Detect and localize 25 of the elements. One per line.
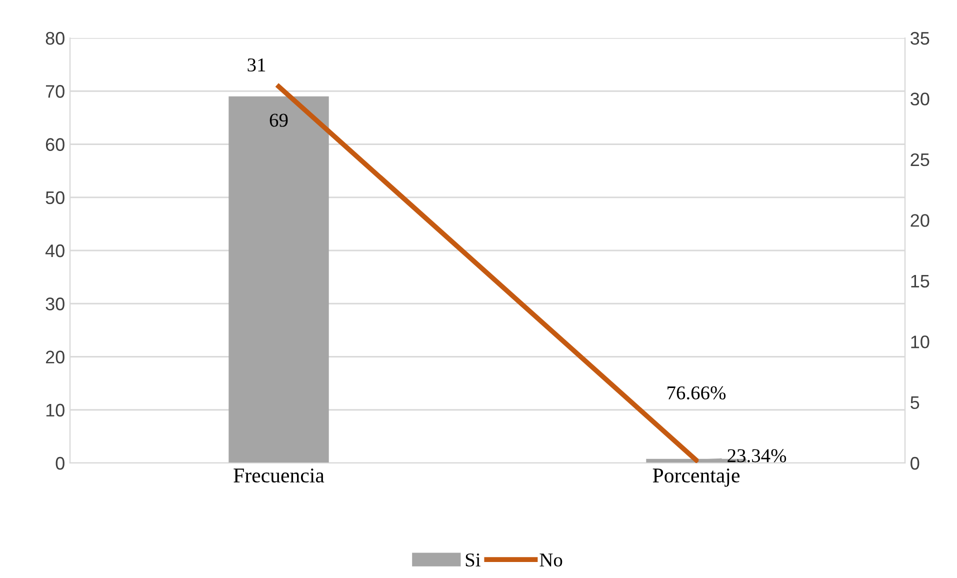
y-tick-label: 10	[46, 404, 64, 417]
x-tick-label: Porcentaje	[652, 468, 740, 487]
y-tick-label: 0	[56, 456, 64, 470]
y-tick-label: 50	[46, 191, 64, 204]
legend-label: No	[540, 554, 562, 567]
y2-tick-label: 20	[910, 214, 930, 227]
data-label: 31	[248, 58, 266, 72]
y-tick-label: 60	[46, 138, 64, 151]
y2-tick-label: 30	[910, 92, 930, 106]
y-tick-label: 80	[46, 32, 64, 45]
y-tick-label: 40	[45, 244, 64, 258]
y2-tick-label: 35	[910, 32, 930, 45]
y2-tick-label: 25	[910, 153, 930, 166]
legend-label: Si	[466, 553, 480, 567]
y2-tick-label: 15	[911, 274, 930, 288]
y-tick-label: 30	[46, 298, 64, 310]
data-label: 23.34%	[728, 449, 786, 462]
x-tick-label: Frecuencia	[234, 468, 324, 483]
y2-tick-label: 0	[910, 456, 920, 470]
data-label: 76.66%	[668, 386, 726, 400]
y-tick-label: 70	[46, 85, 64, 98]
y2-tick-label: 5	[910, 396, 920, 410]
y2-tick-label: 10	[911, 336, 930, 348]
data-label: 69	[270, 114, 288, 127]
y-tick-label: 20	[46, 350, 64, 364]
